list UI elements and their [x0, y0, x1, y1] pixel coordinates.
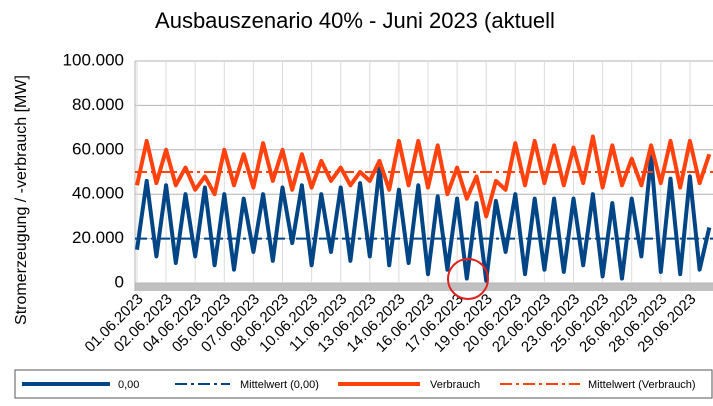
highlight-circle: [447, 258, 489, 300]
legend-box: [14, 369, 713, 399]
series-line: [135, 154, 712, 283]
chart-title: Ausbauszenario 40% - Juni 2023 (aktuell: [155, 8, 555, 33]
series-line: [135, 134, 712, 219]
y-tick-label: 100.000: [63, 50, 124, 69]
y-tick-label: 40.000: [72, 184, 124, 203]
y-tick-label: 80.000: [72, 95, 124, 114]
y-axis-label: Stromerzeugung / -verbrauch [MW]: [13, 75, 30, 325]
legend-label: Mittelwert (0,00): [240, 379, 319, 391]
y-tick-label: 60.000: [72, 139, 124, 158]
legend-label: Mittelwert (Verbrauch): [588, 379, 696, 391]
floor-band: [135, 283, 713, 291]
legend-label: Verbrauch: [430, 379, 480, 391]
legend-label: 0,00: [118, 379, 139, 391]
plot-area: 020.00040.00060.00080.000100.00001.06.20…: [63, 50, 713, 356]
y-tick-label: 20.000: [72, 228, 124, 247]
y-tick-label: 0: [115, 272, 124, 291]
